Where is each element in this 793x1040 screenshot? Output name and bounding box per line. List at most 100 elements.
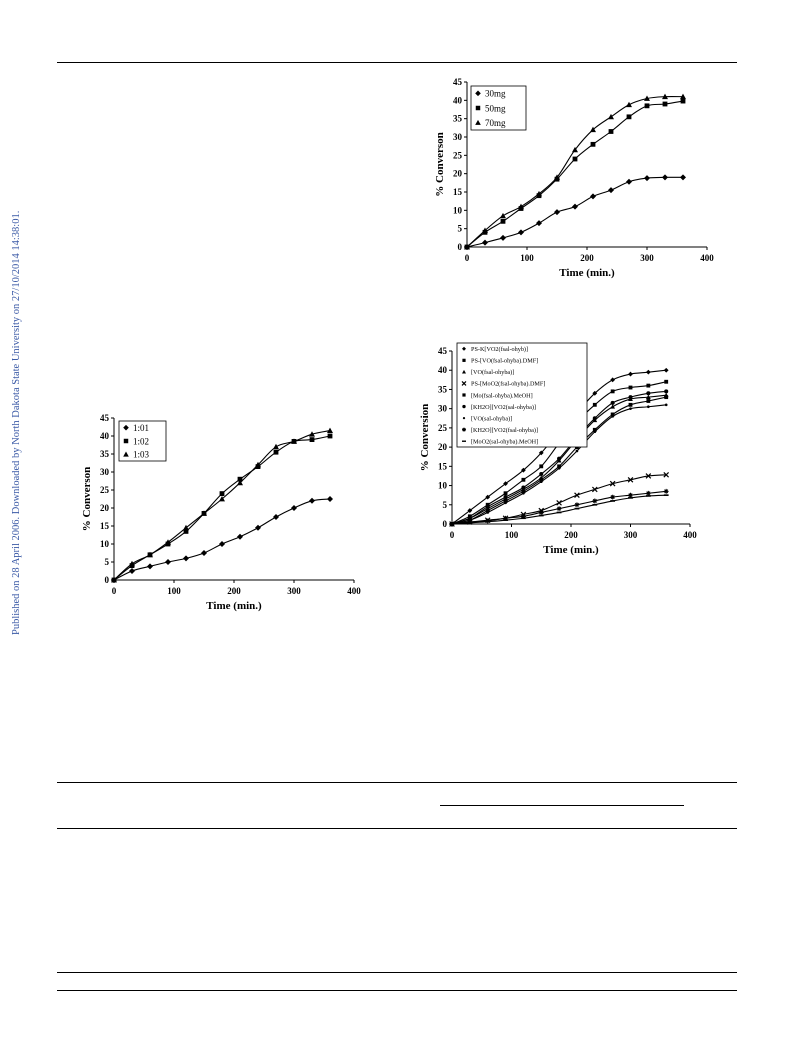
data-point — [610, 500, 616, 502]
data-point — [592, 498, 598, 504]
data-point — [183, 524, 189, 531]
y-axis-label: % Converson — [81, 467, 93, 531]
data-point — [538, 510, 544, 515]
data-point — [219, 541, 225, 547]
y-tick-label: 5 — [458, 224, 463, 234]
data-point — [572, 203, 578, 210]
x-axis-label: Time (min.) — [559, 267, 615, 279]
data-point — [645, 495, 651, 497]
y-tick-label: 45 — [438, 346, 448, 356]
x-tick-label: 0 — [450, 530, 455, 540]
legend-label: PS-[MoO2(fsal-ohyba).DMF] — [471, 381, 545, 388]
x-tick-label: 0 — [465, 253, 470, 263]
x-tick-label: 200 — [564, 530, 578, 540]
legend-label: 50mg — [485, 103, 506, 113]
y-tick-label: 45 — [453, 77, 463, 87]
data-point — [518, 229, 524, 236]
data-point — [572, 156, 578, 162]
data-point — [645, 394, 651, 400]
series-markers — [111, 496, 333, 583]
legend-marker — [123, 451, 129, 457]
data-point — [255, 461, 261, 468]
legend-marker — [462, 427, 466, 432]
data-point — [644, 95, 650, 101]
data-point — [662, 101, 668, 107]
data-point — [645, 490, 651, 496]
legend-marker — [462, 369, 466, 374]
data-point — [610, 389, 615, 394]
legend-marker — [475, 90, 481, 97]
figure-catalyst-amount: 0 5 10 15 20 25 30 35 40 45 0 100 200 300 400 Time (min… — [434, 77, 714, 279]
data-point — [663, 488, 669, 494]
data-point — [680, 93, 686, 100]
series-line — [466, 176, 684, 248]
data-point — [309, 437, 315, 442]
data-point — [663, 494, 669, 497]
data-point — [464, 244, 470, 250]
legend-marker — [462, 346, 466, 351]
x-tick-label: 400 — [700, 253, 714, 263]
data-point — [291, 438, 297, 444]
data-point — [237, 533, 243, 540]
data-point — [486, 511, 490, 514]
data-point — [273, 514, 279, 520]
data-point — [628, 371, 633, 377]
x-tick-label: 100 — [505, 530, 519, 540]
data-point — [467, 522, 473, 524]
data-point — [522, 491, 525, 495]
data-point — [629, 407, 632, 410]
data-point — [500, 218, 506, 224]
legend-marker — [462, 404, 466, 409]
data-point — [521, 513, 526, 519]
x-axis-label: Time (min.) — [206, 600, 262, 612]
data-point — [467, 508, 473, 513]
data-point — [165, 559, 171, 565]
legend-marker — [461, 381, 467, 386]
data-point — [273, 443, 279, 450]
data-point — [593, 430, 597, 434]
data-point — [521, 477, 526, 482]
x-axis-label: Time (min.) — [543, 544, 599, 556]
data-point — [183, 555, 189, 562]
legend-label: [KH2O][VO2(sal-ohyba)] — [471, 404, 536, 411]
data-point — [482, 239, 488, 246]
figure-molar-ratio: 0 5 10 15 20 25 30 35 40 45 0 100 200 300 400 Time (min… — [81, 413, 361, 612]
data-point — [609, 480, 616, 487]
y-tick-label: 40 — [453, 95, 463, 105]
y-tick-label: 45 — [100, 413, 110, 423]
download-notice-sidebar: Published on 28 April 2006. Downloaded b… — [0, 0, 22, 640]
data-point — [664, 403, 668, 407]
data-point — [557, 466, 561, 470]
data-point — [608, 129, 614, 134]
data-point — [627, 476, 634, 483]
table-bottom-rule-2 — [57, 990, 737, 991]
x-tick-label: 200 — [580, 253, 594, 263]
data-point — [556, 511, 562, 514]
data-point — [521, 489, 526, 494]
data-point — [485, 504, 490, 509]
series-markers — [449, 494, 669, 525]
data-point — [592, 427, 597, 432]
y-tick-label: 25 — [453, 150, 463, 160]
series-markers — [111, 427, 333, 583]
y-tick-label: 10 — [453, 205, 463, 215]
data-point — [147, 551, 153, 558]
series-markers — [449, 367, 669, 527]
data-point — [574, 502, 580, 508]
y-tick-label: 0 — [443, 519, 448, 529]
data-point — [503, 499, 508, 503]
data-point — [557, 464, 562, 469]
legend-marker — [462, 358, 466, 362]
data-point — [485, 520, 491, 523]
data-point — [538, 514, 544, 517]
data-point — [610, 404, 616, 409]
legend-label: PS-K[VO2(fsal-ohyb)] — [471, 346, 528, 353]
x-tick-label: 200 — [227, 586, 241, 596]
legend-marker — [462, 417, 466, 420]
data-point — [449, 523, 455, 525]
data-point — [574, 492, 580, 498]
data-point — [309, 431, 315, 437]
data-point — [183, 529, 189, 534]
data-point — [664, 379, 669, 384]
legend-label: 1:03 — [133, 450, 150, 460]
